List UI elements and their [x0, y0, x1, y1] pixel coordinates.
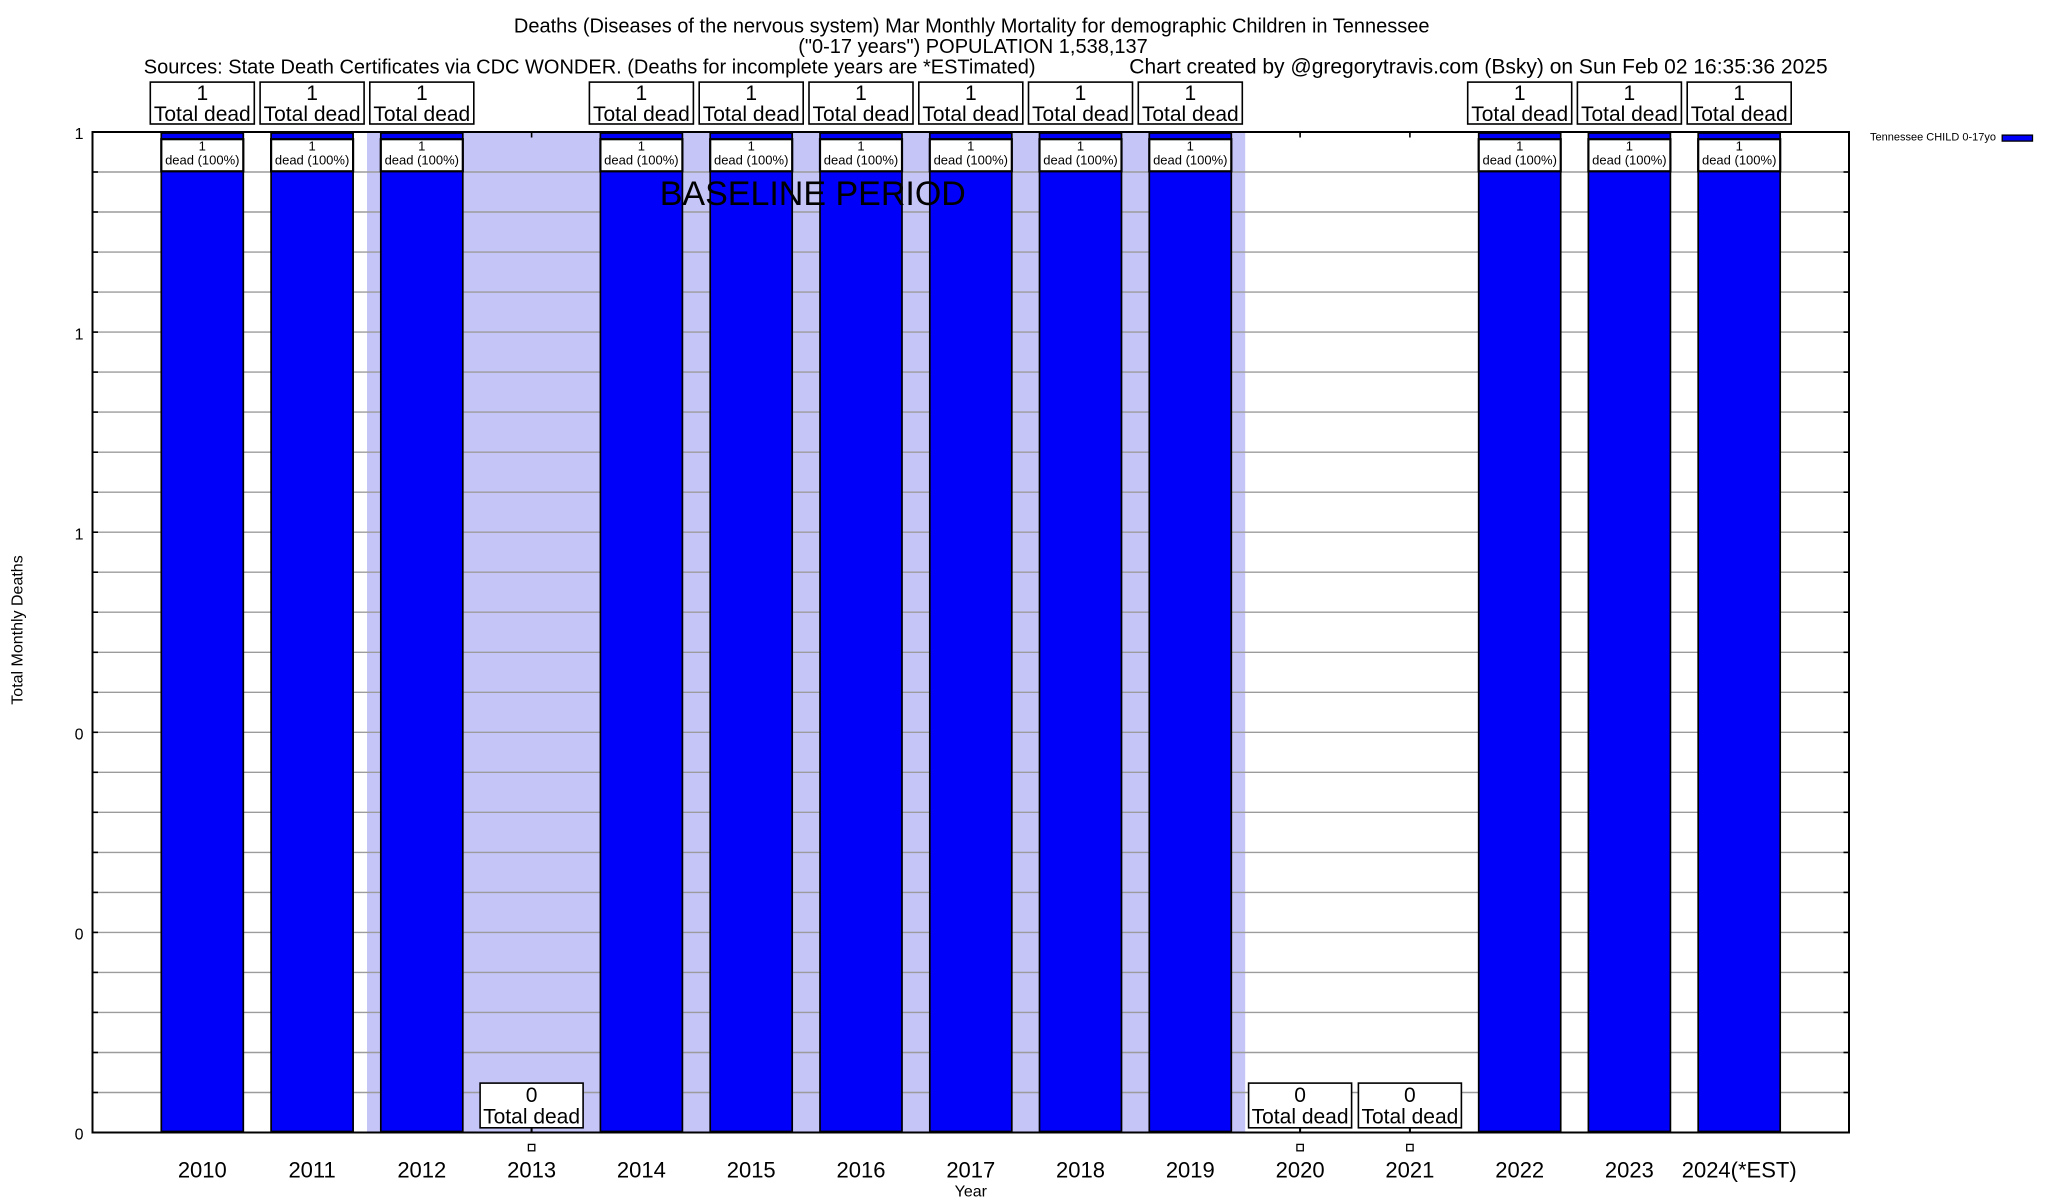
svg-text:2022: 2022 [1495, 1158, 1544, 1183]
svg-text:2014: 2014 [617, 1158, 666, 1183]
svg-text:1: 1 [638, 139, 645, 154]
svg-text:2012: 2012 [397, 1158, 446, 1183]
svg-text:0: 0 [75, 1127, 84, 1144]
svg-text:dead (100%): dead (100%) [385, 153, 459, 168]
svg-text:1: 1 [965, 82, 977, 105]
svg-text:2020: 2020 [1276, 1158, 1325, 1183]
svg-text:dead (100%): dead (100%) [714, 153, 788, 168]
svg-text:1: 1 [75, 326, 84, 343]
svg-text:Total dead: Total dead [483, 1106, 580, 1129]
svg-text:0: 0 [75, 927, 84, 944]
svg-text:1: 1 [1514, 82, 1526, 105]
svg-text:dead (100%): dead (100%) [165, 153, 239, 168]
svg-text:1: 1 [196, 82, 208, 105]
svg-text:Total dead: Total dead [1252, 1106, 1349, 1129]
svg-text:1: 1 [75, 526, 84, 543]
svg-text:1: 1 [1187, 139, 1194, 154]
svg-text:1: 1 [1184, 82, 1196, 105]
svg-text:2017: 2017 [946, 1158, 995, 1183]
svg-text:Deaths (Diseases of the nervou: Deaths (Diseases of the nervous system) … [514, 16, 1430, 38]
svg-text:Tennessee CHILD 0-17yo: Tennessee CHILD 0-17yo [1870, 132, 1996, 144]
svg-text:2011: 2011 [288, 1158, 335, 1183]
svg-text:Total dead: Total dead [703, 103, 800, 126]
svg-text:Total dead: Total dead [1032, 103, 1129, 126]
svg-text:0: 0 [1404, 1084, 1416, 1107]
svg-text:1: 1 [1077, 139, 1084, 154]
svg-text:1: 1 [418, 139, 425, 154]
svg-text:Total dead: Total dead [1691, 103, 1788, 126]
svg-text:1: 1 [1624, 82, 1636, 105]
svg-text:Total dead: Total dead [1142, 103, 1239, 126]
svg-text:dead (100%): dead (100%) [1592, 153, 1666, 168]
svg-text:dead (100%): dead (100%) [934, 153, 1008, 168]
svg-text:2019: 2019 [1166, 1158, 1215, 1183]
svg-text:0: 0 [1294, 1084, 1306, 1107]
svg-text:2023: 2023 [1605, 1158, 1654, 1183]
svg-text:dead (100%): dead (100%) [604, 153, 678, 168]
svg-text:0: 0 [526, 1084, 538, 1107]
svg-text:1: 1 [745, 82, 757, 105]
svg-text:Total dead: Total dead [154, 103, 251, 126]
svg-text:dead (100%): dead (100%) [1153, 153, 1227, 168]
svg-text:Sources: State Death Certifica: Sources: State Death Certificates via CD… [144, 57, 1036, 79]
svg-text:Total dead: Total dead [264, 103, 361, 126]
svg-text:1: 1 [748, 139, 755, 154]
svg-text:dead (100%): dead (100%) [1702, 153, 1776, 168]
svg-text:1: 1 [416, 82, 428, 105]
svg-text:Total dead: Total dead [593, 103, 690, 126]
svg-text:Total dead: Total dead [922, 103, 1019, 126]
svg-text:("0-17 years") POPULATION 1,53: ("0-17 years") POPULATION 1,538,137 [798, 36, 1148, 58]
svg-text:2021: 2021 [1385, 1158, 1434, 1183]
svg-text:Total dead: Total dead [1361, 1106, 1458, 1129]
svg-text:dead (100%): dead (100%) [275, 153, 349, 168]
svg-text:2010: 2010 [178, 1158, 227, 1183]
svg-text:Total dead: Total dead [373, 103, 470, 126]
svg-text:Total dead: Total dead [1581, 103, 1678, 126]
svg-text:1: 1 [1733, 82, 1745, 105]
svg-text:1: 1 [636, 82, 648, 105]
svg-text:1: 1 [1626, 139, 1633, 154]
svg-text:2016: 2016 [837, 1158, 886, 1183]
svg-text:Total dead: Total dead [1471, 103, 1568, 126]
svg-text:1: 1 [1075, 82, 1087, 105]
svg-text:BASELINE PERIOD: BASELINE PERIOD [660, 175, 966, 213]
svg-text:1: 1 [967, 139, 974, 154]
svg-text:1: 1 [857, 139, 864, 154]
svg-text:1: 1 [306, 82, 318, 105]
svg-text:1: 1 [75, 126, 84, 143]
svg-text:Total Monthly Deaths: Total Monthly Deaths [10, 555, 27, 704]
svg-text:2018: 2018 [1056, 1158, 1105, 1183]
svg-text:dead (100%): dead (100%) [824, 153, 898, 168]
svg-text:Year: Year [955, 1184, 988, 1200]
svg-text:0: 0 [75, 727, 84, 744]
svg-text:Chart created by @gregorytravi: Chart created by @gregorytravis.com (Bsk… [1129, 56, 1827, 79]
svg-text:1: 1 [199, 139, 206, 154]
svg-text:dead (100%): dead (100%) [1482, 153, 1556, 168]
svg-text:2015: 2015 [727, 1158, 776, 1183]
svg-text:1: 1 [1516, 139, 1523, 154]
svg-text:1: 1 [308, 139, 315, 154]
svg-text:Total dead: Total dead [813, 103, 910, 126]
svg-text:2013: 2013 [507, 1158, 556, 1183]
svg-text:dead (100%): dead (100%) [1043, 153, 1117, 168]
svg-text:2024(*EST): 2024(*EST) [1682, 1158, 1797, 1183]
svg-text:1: 1 [855, 82, 867, 105]
svg-text:1: 1 [1736, 139, 1743, 154]
